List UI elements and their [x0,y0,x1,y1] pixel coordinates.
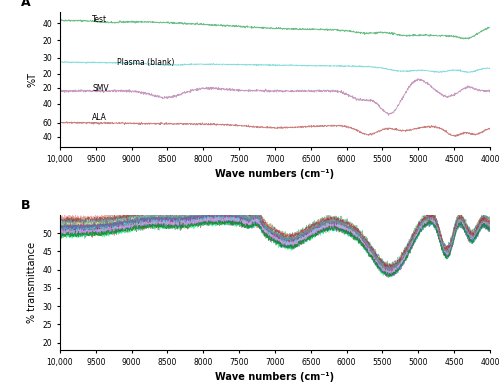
Text: Test: Test [92,15,108,24]
Text: B: B [22,199,31,212]
Text: SMV: SMV [92,84,109,93]
X-axis label: Wave numbers (cm⁻¹): Wave numbers (cm⁻¹) [216,169,334,179]
Text: Plasma (blank): Plasma (blank) [118,58,174,67]
X-axis label: Wave numbers (cm⁻¹): Wave numbers (cm⁻¹) [216,372,334,382]
Text: ALA: ALA [92,113,107,122]
Y-axis label: % transmittance: % transmittance [27,242,37,323]
Text: A: A [22,0,31,9]
Y-axis label: %T: %T [27,72,37,87]
